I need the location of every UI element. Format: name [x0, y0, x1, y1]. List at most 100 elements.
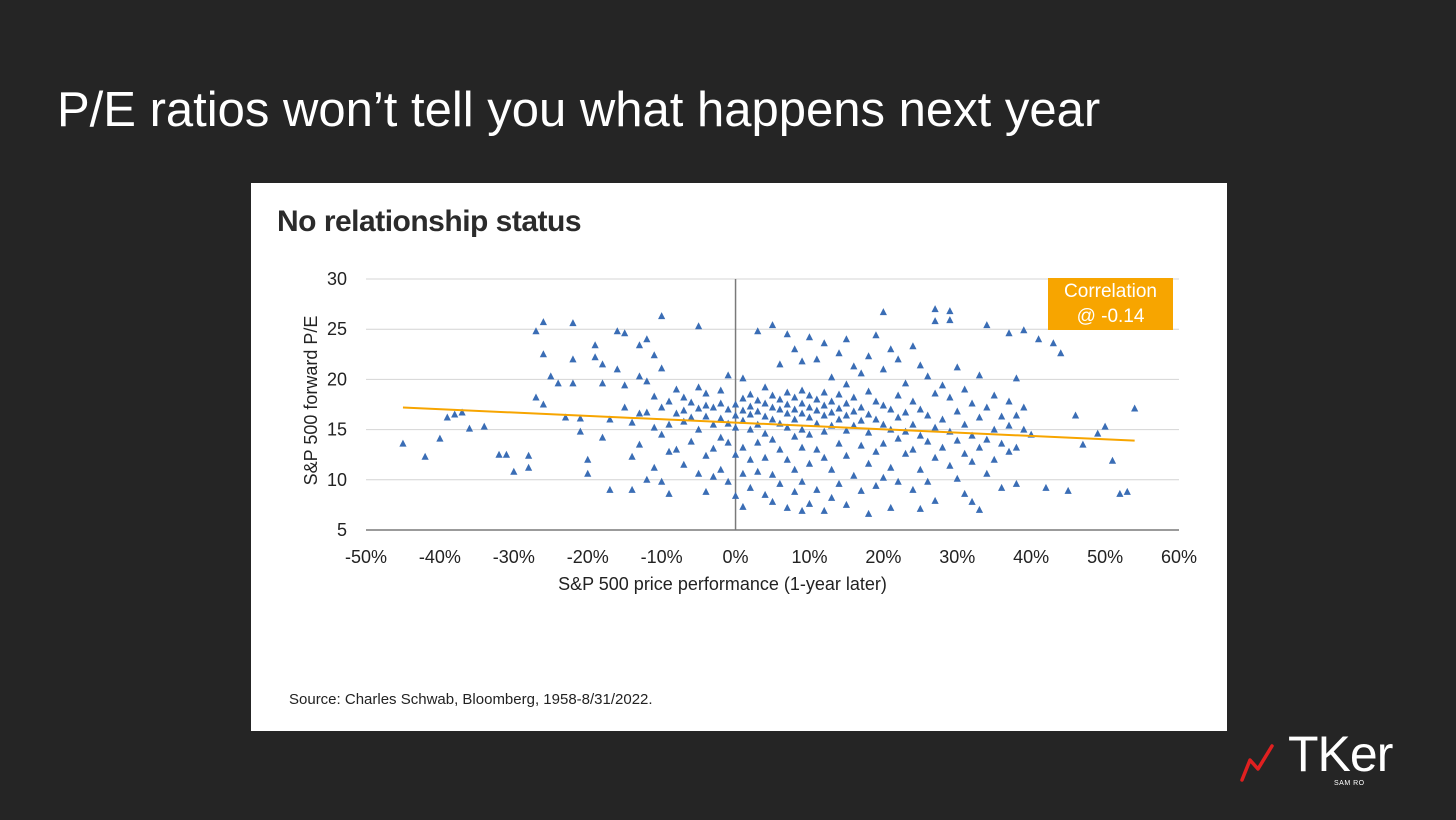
scatter-point — [931, 317, 939, 325]
scatter-point — [731, 400, 740, 408]
scatter-point — [1005, 329, 1013, 337]
scatter-point — [894, 391, 902, 399]
annotation-line-1: Correlation — [1064, 281, 1157, 302]
scatter-point — [658, 430, 666, 438]
scatter-point — [887, 345, 895, 353]
trendline — [402, 406, 1135, 442]
scatter-point — [835, 439, 843, 447]
x-axis-label: S&P 500 price performance (1-year later) — [558, 574, 887, 594]
scatter-point — [687, 413, 695, 421]
scatter-point — [842, 399, 851, 407]
scatter-point — [953, 436, 961, 444]
x-tick-label: 0% — [723, 547, 749, 567]
scatter-point — [724, 405, 732, 413]
scatter-point — [916, 405, 924, 413]
y-tick-label: 10 — [327, 470, 347, 490]
scatter-point — [1042, 483, 1050, 491]
scatter-point — [961, 449, 969, 457]
scatter-point — [805, 333, 814, 341]
slide-title: P/E ratios won’t tell you what happens n… — [57, 83, 1101, 137]
scatter-point — [835, 404, 843, 412]
scatter-point — [598, 379, 607, 387]
scatter-point — [680, 393, 688, 401]
scatter-point — [746, 483, 754, 491]
scatter-point — [436, 434, 444, 442]
scatter-point — [901, 449, 910, 457]
scatter-point — [835, 415, 843, 423]
scatter-point — [931, 423, 939, 431]
scatter-point — [628, 485, 636, 493]
scatter-point — [887, 503, 895, 511]
scatter-point — [672, 385, 681, 393]
scatter-point — [717, 433, 725, 441]
scatter-point — [702, 451, 710, 459]
scatter-point — [694, 469, 703, 477]
scatter-point — [1071, 411, 1080, 419]
scatter-point — [946, 461, 954, 469]
logo-subtitle: SAM RO — [1334, 780, 1365, 787]
scatter-point — [539, 318, 547, 326]
scatter-point — [864, 387, 873, 395]
x-tick-label: -50% — [345, 547, 387, 567]
scatter-point — [820, 427, 828, 435]
scatter-point — [754, 438, 762, 446]
scatter-point — [1079, 440, 1087, 448]
scatter-point — [621, 381, 629, 389]
scatter-point — [717, 414, 725, 422]
scatter-point — [768, 321, 777, 329]
scatter-point — [887, 463, 895, 471]
scatter-point — [798, 399, 806, 407]
scatter-point — [850, 471, 858, 479]
scatter-point — [576, 414, 584, 422]
scatter-point — [576, 427, 584, 435]
scatter-point — [643, 475, 651, 483]
scatter-point — [894, 477, 902, 485]
scatter-point — [561, 413, 570, 421]
scatter-point — [731, 411, 740, 419]
chart-line-icon — [1240, 744, 1274, 782]
scatter-point — [805, 430, 814, 438]
scatter-point — [975, 505, 984, 513]
scatter-point — [650, 423, 658, 431]
scatter-point — [805, 403, 814, 411]
scatter-point — [791, 405, 799, 413]
scatter-point — [813, 445, 821, 453]
scatter-point — [909, 342, 917, 350]
scatter-point — [983, 435, 991, 443]
x-tick-label: -30% — [493, 547, 535, 567]
scatter-point — [857, 441, 865, 449]
scatter-point — [569, 355, 577, 363]
scatter-point — [961, 385, 969, 393]
scatter-point — [776, 360, 784, 368]
scatter-point — [1131, 404, 1139, 412]
scatter-point — [998, 439, 1006, 447]
x-tick-label: 50% — [1087, 547, 1123, 567]
scatter-point — [613, 327, 621, 335]
y-tick-label: 5 — [337, 520, 347, 540]
scatter-point — [761, 490, 769, 498]
scatter-point — [828, 397, 836, 405]
scatter-point — [547, 372, 555, 380]
chart-title: No relationship status — [277, 205, 582, 238]
scatter-point — [495, 450, 503, 458]
scatter-point — [635, 372, 644, 380]
x-tick-label: 20% — [865, 547, 901, 567]
scatter-point — [539, 400, 547, 408]
scatter-point — [606, 485, 614, 493]
scatter-point — [783, 388, 791, 396]
x-tick-label: 60% — [1161, 547, 1197, 567]
scatter-point — [717, 399, 725, 407]
scatter-point — [658, 364, 666, 372]
scatter-point — [798, 425, 806, 433]
scatter-point — [864, 509, 873, 517]
scatter-point — [643, 377, 651, 385]
scatter-point — [1012, 479, 1020, 487]
scatter-point — [805, 413, 814, 421]
scatter-point — [746, 390, 754, 398]
scatter-point — [480, 422, 488, 430]
scatter-point — [776, 405, 784, 413]
scatter-point — [739, 469, 747, 477]
scatter-point — [857, 486, 865, 494]
scatter-point — [584, 455, 592, 463]
scatter-point — [1057, 349, 1065, 357]
